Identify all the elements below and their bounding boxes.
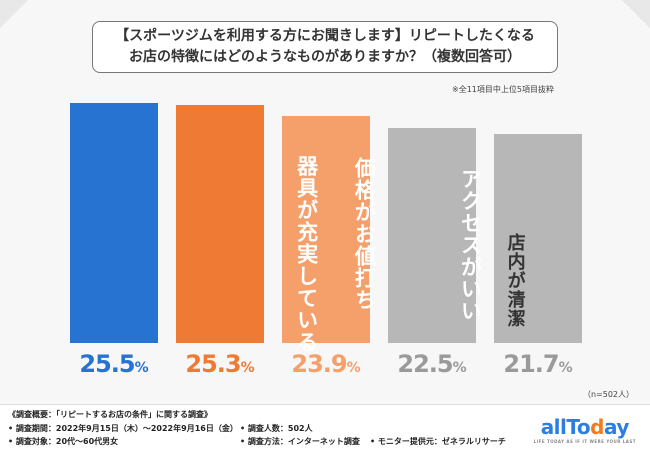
value-label-4: 22.5% [388, 350, 476, 378]
survey-period: • 調査期間：2022年9月15日（木）〜2022年9月16日（金） [8, 424, 238, 433]
value-number: 22.5 [397, 350, 453, 378]
value-unit: % [452, 360, 467, 376]
bar-chart [70, 103, 582, 343]
value-label-5: 21.7% [494, 350, 582, 378]
survey-heading: 《調査概要：「リピートするお店の条件」に関する調査》 [8, 410, 212, 419]
value-unit: % [240, 360, 255, 376]
bar-label-3: アクセスがいい [313, 168, 482, 322]
bar-4 [388, 128, 476, 343]
bar-label-2: 価格がお値打ち [207, 157, 376, 311]
bar-label-text: 店内が清潔 [504, 233, 526, 328]
chart-title-line-2: お店の特徴にはどのようなものがありますか？（複数回答可） [129, 49, 521, 65]
sample-size-label: （n=502人） [582, 390, 634, 399]
value-label-3: 23.9% [282, 350, 370, 378]
bar-5 [494, 134, 582, 343]
value-unit: % [558, 360, 573, 376]
alltoday-logo: allToday LIFE TODAY AS IF IT WERE YOUR L… [533, 415, 636, 444]
value-number: 23.9 [291, 350, 347, 378]
bar-3 [282, 116, 370, 343]
bar-label-4: 店内が清潔 [421, 233, 526, 328]
survey-target: • 調査対象：20代〜60代男女 [8, 437, 119, 446]
value-unit: % [346, 360, 361, 376]
bar-label-5: スタッフの接客態度がいい [518, 239, 650, 365]
value-number: 25.5 [79, 350, 135, 378]
value-unit: % [134, 360, 149, 376]
chart-title-box: 【スポーツジムを利用する方にお聞きします】リピートしたくなる お店の特徴にはどの… [92, 21, 558, 73]
bar-2 [176, 105, 264, 343]
chart-title-line-1: 【スポーツジムを利用する方にお聞きします】リピートしたくなる [115, 28, 535, 44]
value-number: 21.7 [503, 350, 559, 378]
survey-provider: • モニター提供元：ゼネラルリサーチ [370, 437, 506, 446]
value-number: 25.3 [185, 350, 241, 378]
bar-label-1: 器具が充実している [101, 155, 319, 353]
survey-footer: 《調査概要：「リピートするお店の条件」に関する調査》 • 調査期間：2022年9… [0, 404, 650, 450]
bar-label-text: 器具が充実している [294, 155, 319, 353]
bar-label-text: 価格がお値打ち [352, 157, 377, 311]
survey-method: • 調査方法：インターネット調査 [240, 437, 360, 446]
value-label-1: 25.5% [70, 350, 158, 378]
survey-count: • 調査人数：502人 [240, 424, 313, 433]
bar-1 [70, 103, 158, 343]
bar-label-text: アクセスがいい [458, 168, 483, 322]
excerpt-note: ※全11項目中上位5項目抜粋 [452, 85, 554, 94]
value-label-2: 25.3% [176, 350, 264, 378]
